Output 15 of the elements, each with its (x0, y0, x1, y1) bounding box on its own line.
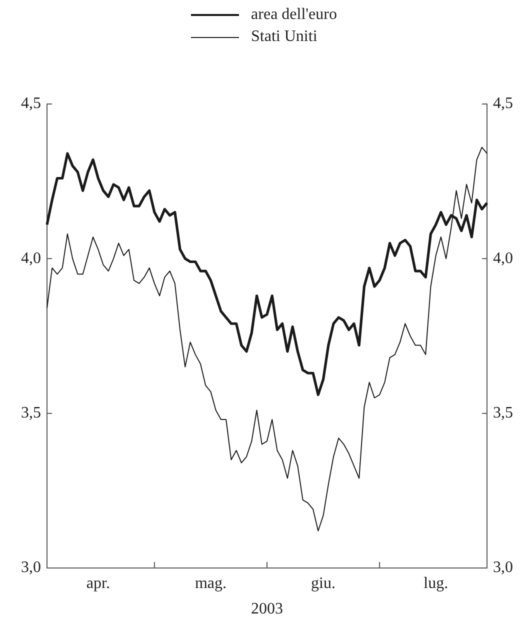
y2-tick-label: 3,0 (493, 559, 513, 576)
x-tick-label: apr. (86, 574, 110, 592)
y2-tick-label: 4,0 (493, 250, 513, 267)
x-tick-label: lug. (424, 574, 448, 592)
y-tick-label: 3,5 (21, 404, 41, 422)
y-tick-label: 4,0 (21, 250, 41, 267)
y2-tick-label: 4,5 (493, 95, 513, 112)
x-tick-label: giu. (311, 574, 336, 592)
legend-label: area dell'euro (251, 6, 337, 24)
y2-tick-label: 3,5 (493, 404, 513, 422)
x-tick-label: mag. (194, 574, 226, 592)
y-tick-label: 3,0 (21, 559, 41, 576)
x-axis-title: 2003 (251, 600, 283, 618)
y-tick-label: 4,5 (21, 95, 41, 112)
legend-label: Stati Uniti (251, 28, 318, 46)
